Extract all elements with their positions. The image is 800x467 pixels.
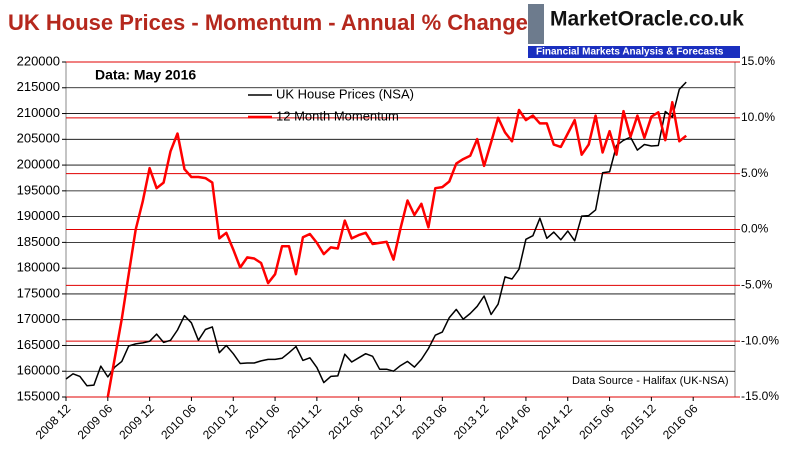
y-tick-label: 170000: [17, 311, 60, 326]
y-tick-label: 165000: [17, 337, 60, 352]
y-tick-label: 175000: [17, 285, 60, 300]
y2-tick-label: 5.0%: [741, 166, 769, 180]
data-date: Data: May 2016: [95, 67, 196, 83]
y2-tick-label: 15.0%: [741, 54, 775, 68]
y-tick-label: 155000: [17, 388, 60, 403]
series-line: [106, 100, 687, 398]
brand: MarketOracle.co.uk: [550, 8, 744, 31]
legend-label: UK House Prices (NSA): [276, 86, 414, 101]
logo-icon: [528, 4, 544, 44]
y-tick-label: 200000: [17, 157, 60, 172]
y-tick-label: 160000: [17, 363, 60, 378]
y-tick-label: 205000: [17, 131, 60, 146]
y2-tick-label: 10.0%: [741, 110, 775, 124]
y-tick-label: 210000: [17, 105, 60, 120]
series-line: [65, 81, 687, 387]
y-tick-label: 220000: [17, 53, 60, 68]
y-tick-label: 185000: [17, 234, 60, 249]
tagline-bar: [528, 46, 740, 58]
chart-title: UK House Prices - Momentum - Annual % Ch…: [8, 10, 528, 35]
legend-label: 12 Month Momentum: [276, 108, 399, 123]
y2-tick-label: 0.0%: [741, 222, 769, 236]
y2-tick-label: -10.0%: [741, 333, 779, 347]
y-tick-label: 195000: [17, 182, 60, 197]
y-tick-label: 190000: [17, 208, 60, 223]
y2-tick-label: -5.0%: [741, 278, 773, 292]
y-tick-label: 180000: [17, 260, 60, 275]
y2-tick-label: -15.0%: [741, 389, 779, 403]
source-note: Data Source - Halifax (UK-NSA): [572, 375, 729, 387]
y-tick-label: 215000: [17, 79, 60, 94]
tagline: Financial Markets Analysis & Forecasts: [536, 47, 724, 58]
